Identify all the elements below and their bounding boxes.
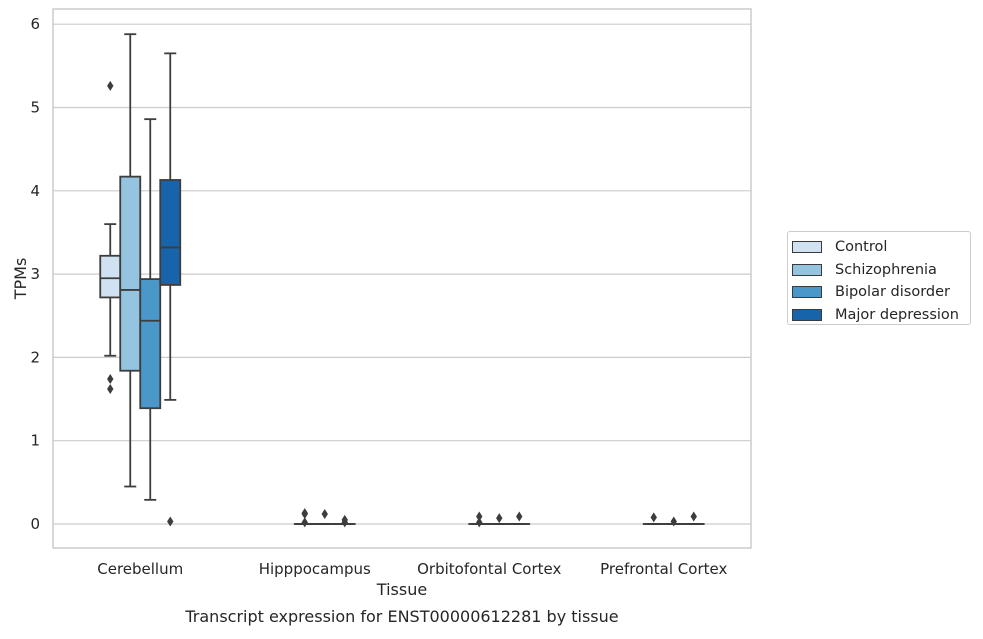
box-major-depression bbox=[684, 512, 704, 525]
outlier-point bbox=[107, 81, 113, 91]
gridlines bbox=[53, 24, 751, 524]
legend: Control Schizophrenia Bipolar disorder M… bbox=[787, 231, 971, 325]
chart-caption: Transcript expression for ENST0000061228… bbox=[184, 607, 618, 626]
box-iqr bbox=[160, 180, 180, 285]
x-tick-label: Cerebellum bbox=[97, 560, 183, 578]
legend-item-control[interactable]: Control bbox=[792, 236, 970, 259]
y-tick-labels: 0 1 2 3 4 5 6 bbox=[30, 15, 40, 533]
legend-label: Schizophrenia bbox=[835, 262, 937, 278]
outlier-point bbox=[651, 512, 657, 522]
box-schizophrenia bbox=[295, 508, 315, 527]
box-major-depression bbox=[335, 515, 355, 527]
box-bipolar-disorder bbox=[315, 509, 335, 524]
outlier-point bbox=[107, 374, 113, 384]
x-tick-label: Prefrontal Cortex bbox=[600, 560, 727, 578]
y-tick-label: 1 bbox=[30, 432, 40, 450]
legend-item-major-depression[interactable]: Major depression bbox=[792, 304, 970, 327]
legend-swatch bbox=[792, 264, 822, 276]
legend-label: Major depression bbox=[835, 307, 959, 323]
y-tick-label: 3 bbox=[30, 265, 40, 283]
y-axis-label: TPMs bbox=[11, 258, 30, 301]
x-axis-label: Tissue bbox=[376, 580, 427, 599]
box-iqr bbox=[140, 279, 160, 408]
box-major-depression bbox=[160, 53, 180, 526]
box-control bbox=[100, 81, 120, 394]
box-bipolar-disorder bbox=[140, 119, 160, 500]
y-tick-label: 5 bbox=[30, 99, 40, 117]
y-tick-label: 6 bbox=[30, 15, 40, 33]
legend-label: Bipolar disorder bbox=[835, 284, 950, 300]
outlier-point bbox=[302, 509, 308, 519]
box-bipolar-disorder bbox=[664, 517, 684, 527]
outlier-point bbox=[516, 512, 522, 522]
y-tick-label: 4 bbox=[30, 182, 40, 200]
y-tick-label: 0 bbox=[30, 515, 40, 533]
box-schizophrenia bbox=[469, 512, 489, 528]
legend-label: Control bbox=[835, 239, 887, 255]
box-iqr bbox=[100, 256, 120, 298]
box-iqr bbox=[120, 177, 140, 371]
outlier-point bbox=[107, 384, 113, 394]
x-tick-label: Orbitofontal Cortex bbox=[417, 560, 561, 578]
legend-item-bipolar-disorder[interactable]: Bipolar disorder bbox=[792, 281, 970, 304]
x-tick-labels: Cerebellum Hipppocampus Orbitofontal Corte… bbox=[97, 560, 727, 578]
outlier-point bbox=[322, 509, 328, 519]
box-major-depression bbox=[509, 512, 529, 525]
box-schizophrenia bbox=[644, 512, 664, 524]
legend-swatch bbox=[792, 241, 822, 253]
outlier-point bbox=[167, 517, 173, 527]
legend-swatch bbox=[792, 286, 822, 298]
box-bipolar-disorder bbox=[489, 513, 509, 524]
outlier-point bbox=[476, 512, 482, 522]
y-tick-label: 2 bbox=[30, 348, 40, 366]
boxes bbox=[100, 34, 704, 527]
outlier-point bbox=[671, 517, 677, 527]
legend-item-schizophrenia[interactable]: Schizophrenia bbox=[792, 259, 970, 282]
legend-swatch bbox=[792, 309, 822, 321]
outlier-point bbox=[691, 512, 697, 522]
box-schizophrenia bbox=[120, 34, 140, 486]
x-tick-label: Hipppocampus bbox=[259, 560, 371, 578]
outlier-point bbox=[496, 513, 502, 523]
